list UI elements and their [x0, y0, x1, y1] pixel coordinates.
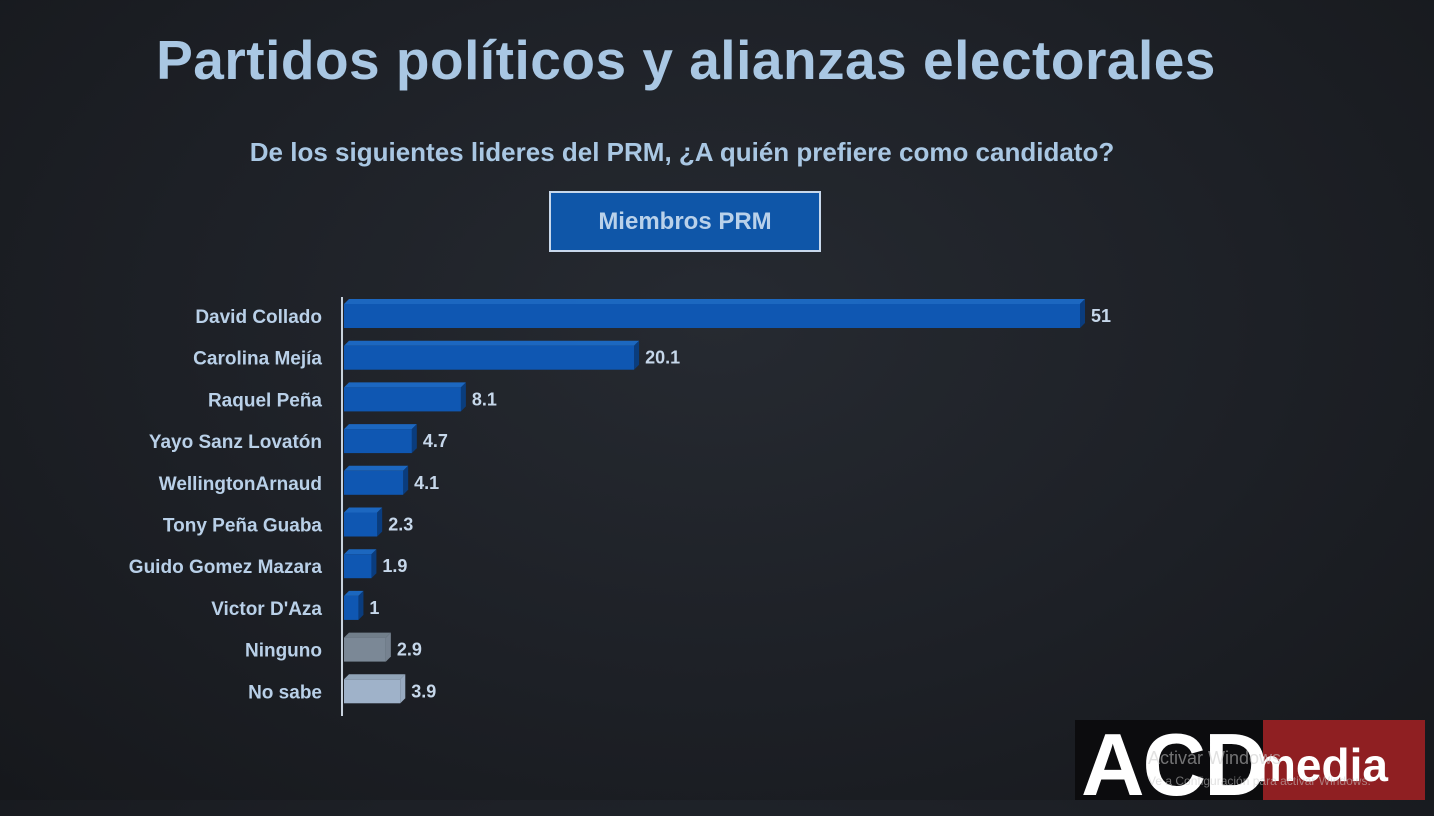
value-label: 1.9: [382, 556, 407, 576]
windows-activation-watermark: Activar Windows Ve a Configuración para …: [1148, 749, 1371, 787]
logo-red-panel: [1263, 720, 1425, 800]
bar-top-face: [344, 632, 391, 638]
chart-subtitle: De los siguientes lideres del PRM, ¿A qu…: [249, 137, 1115, 167]
bar-side-face: [385, 632, 391, 662]
bar: [344, 679, 401, 704]
value-label: 4.1: [414, 473, 439, 493]
category-label: Carolina Mejía: [193, 349, 322, 370]
value-label: 1: [369, 598, 379, 618]
bars-group: David Collado 51 Carolina Mejía 20.1 Raquel …: [129, 299, 1111, 704]
bar: [344, 595, 359, 620]
category-label: WellingtonArnaud: [159, 474, 322, 495]
category-label: Tony Peña Guaba: [163, 516, 323, 537]
bar-side-face: [634, 340, 640, 370]
bar: [344, 345, 635, 370]
value-label: 2.9: [397, 640, 422, 660]
value-label: 3.9: [411, 681, 436, 701]
logo-dark-panel: [1075, 720, 1263, 800]
watermark-line-2: Ve a Configuración para activar Windows.: [1148, 774, 1371, 788]
bar-top-face: [344, 590, 364, 596]
value-label: 51: [1091, 306, 1111, 326]
acd-media-logo: ACD media: [1075, 715, 1425, 814]
bar-side-face: [400, 674, 406, 704]
bar-top-face: [344, 674, 406, 680]
bar-top-face: [344, 465, 409, 471]
bar-side-face: [377, 507, 383, 537]
category-label: David Collado: [195, 307, 322, 328]
value-label: 2.3: [388, 515, 413, 535]
chart-title: Partidos políticos y alianzas electorale…: [156, 29, 1216, 91]
category-label: No sabe: [248, 682, 322, 703]
category-label: Raquel Peña: [208, 390, 322, 411]
bar-side-face: [411, 424, 417, 454]
logo-acd-text: ACD: [1081, 715, 1268, 814]
bar: [344, 429, 412, 454]
value-label: 20.1: [645, 348, 680, 368]
category-label: Ninguno: [245, 641, 322, 662]
category-label: Guido Gomez Mazara: [129, 557, 323, 578]
bar-top-face: [344, 424, 417, 430]
watermark-line-1: Activar Windows: [1148, 748, 1282, 768]
segment-label: Miembros PRM: [598, 207, 772, 235]
bar-side-face: [1080, 299, 1085, 328]
value-label: 4.7: [423, 431, 448, 451]
bar-side-face: [403, 465, 409, 495]
bar-top-face: [344, 299, 1085, 304]
bar: [344, 512, 378, 537]
bar-top-face: [344, 507, 383, 513]
bar: [344, 470, 404, 495]
category-label: Victor D'Aza: [211, 599, 322, 620]
bar-side-face: [460, 382, 466, 412]
bar-top-face: [344, 549, 377, 555]
bar: [344, 304, 1080, 328]
bar: [344, 637, 386, 662]
category-label: Yayo Sanz Lovatón: [149, 432, 322, 453]
bar-side-face: [371, 549, 377, 579]
bar: [344, 387, 461, 412]
bar-top-face: [344, 340, 640, 346]
segment-label-box: Miembros PRM: [549, 191, 821, 252]
bar: [344, 554, 372, 579]
logo-media-text: media: [1255, 739, 1388, 791]
bar-top-face: [344, 382, 466, 388]
bar-side-face: [358, 590, 364, 620]
value-label: 8.1: [472, 389, 497, 409]
